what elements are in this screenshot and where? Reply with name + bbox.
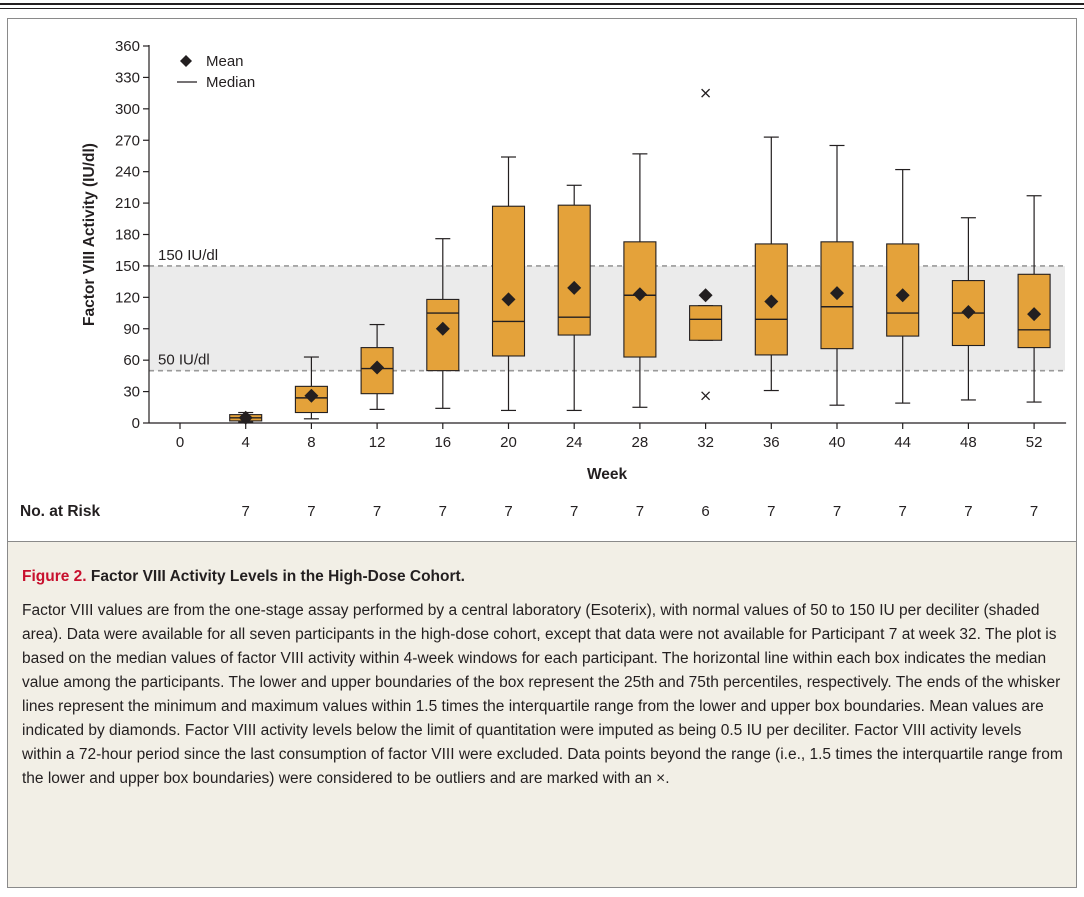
mean-diamond — [764, 294, 779, 309]
box-week-20 — [491, 156, 526, 412]
y-axis-title: Factor VIII Activity (IU/dl) — [81, 143, 98, 326]
at-risk-label: No. at Risk — [20, 503, 100, 520]
mean-diamond — [961, 304, 976, 319]
mean-diamond — [501, 292, 516, 307]
y-tick-label: 120 — [115, 289, 140, 306]
y-tick-label: 270 — [115, 132, 140, 149]
x-tick-label: 8 — [307, 434, 315, 451]
x-tick-label: 12 — [369, 434, 386, 451]
box-week-48 — [951, 217, 985, 401]
x-tick-label: 36 — [763, 434, 780, 451]
mean-diamond — [632, 287, 647, 302]
caption-title-line: Figure 2. Factor VIII Activity Levels in… — [22, 568, 465, 586]
mean-diamond — [370, 360, 385, 375]
mean-diamond — [698, 288, 713, 303]
x-tick-label: 52 — [1026, 434, 1043, 451]
outlier-x — [701, 391, 711, 401]
legend-mean-label: Mean — [206, 53, 244, 70]
figure-caption: Figure 2. Factor VIII Activity Levels in… — [8, 541, 1076, 887]
y-tick-label: 90 — [123, 321, 140, 338]
band-upper-label: 150 IU/dl — [158, 247, 218, 264]
iqr-box — [1017, 273, 1051, 349]
iqr-box — [689, 305, 723, 341]
at-risk-count: 7 — [636, 503, 644, 520]
box-week-24 — [557, 184, 591, 412]
y-tick-label: 30 — [123, 384, 140, 401]
y-tick-label: 60 — [123, 352, 140, 369]
y-tick-label: 330 — [115, 69, 140, 86]
reference-band — [149, 265, 1065, 371]
box-week-4 — [229, 410, 263, 425]
x-tick-label: 16 — [434, 434, 451, 451]
at-risk-count: 7 — [964, 503, 972, 520]
mean-diamond — [238, 410, 253, 425]
y-tick-label: 240 — [115, 164, 140, 181]
figure-frame: 150 IU/dl 50 IU/dl 0 30 60 90 120 150 180 210 240… — [7, 18, 1077, 888]
legend-median-label: Median — [206, 74, 255, 91]
x-tick-label: 4 — [242, 434, 250, 451]
y-tick-label: 360 — [115, 38, 140, 55]
box-week-40 — [820, 144, 854, 406]
at-risk-count: 7 — [899, 503, 907, 520]
caption-title: Factor VIII Activity Levels in the High-… — [90, 568, 465, 585]
caption-body: Factor VIII values are from the one-stag… — [22, 602, 1063, 787]
box-week-32 — [689, 88, 723, 401]
legend-mean-diamond — [180, 55, 192, 67]
at-risk-count: 7 — [767, 503, 775, 520]
x-tick-label: 48 — [960, 434, 977, 451]
outlier-x — [701, 88, 711, 98]
box-week-12 — [360, 323, 394, 410]
at-risk-count: 7 — [439, 503, 447, 520]
y-tick-label: 210 — [115, 195, 140, 212]
x-tick-label: 0 — [176, 434, 184, 451]
at-risk-count: 7 — [833, 503, 841, 520]
at-risk-count: 7 — [242, 503, 250, 520]
x-tick-label: 28 — [632, 434, 649, 451]
box-week-36 — [754, 136, 788, 392]
at-risk-count: 7 — [1030, 503, 1038, 520]
mean-diamond — [435, 321, 450, 336]
mean-diamond — [304, 388, 319, 403]
at-risk-count: 7 — [373, 503, 381, 520]
top-rule-thick — [0, 3, 1084, 5]
at-risk-count: 7 — [570, 503, 578, 520]
y-tick-label: 180 — [115, 227, 140, 244]
iqr-box — [491, 205, 526, 357]
mean-diamond — [895, 288, 910, 303]
x-tick-label: 40 — [829, 434, 846, 451]
band-lower-label: 50 IU/dl — [158, 352, 210, 369]
box-week-52 — [1017, 195, 1051, 403]
iqr-box — [886, 243, 920, 337]
mean-diamond — [567, 280, 582, 295]
box-week-28 — [623, 153, 657, 408]
y-tick-label: 300 — [115, 101, 140, 118]
x-tick-label: 24 — [566, 434, 583, 451]
y-tick-label: 0 — [132, 415, 140, 432]
x-tick-label: 32 — [697, 434, 714, 451]
chart-area: 150 IU/dl 50 IU/dl 0 30 60 90 120 150 180 210 240… — [8, 19, 1076, 539]
mean-diamond — [1027, 307, 1042, 322]
box-week-44 — [886, 168, 920, 404]
x-tick-label: 20 — [500, 434, 517, 451]
at-risk-count: 7 — [504, 503, 512, 520]
caption-figure-label: Figure 2. — [22, 568, 87, 585]
x-axis-title: Week — [587, 466, 628, 483]
box-week-16 — [426, 238, 460, 409]
at-risk-count: 7 — [307, 503, 315, 520]
iqr-box — [557, 204, 591, 336]
y-tick-label: 150 — [115, 258, 140, 275]
mean-diamond — [830, 286, 844, 301]
box-week-8 — [294, 356, 328, 420]
top-rule-thin — [0, 8, 1084, 9]
x-tick-label: 44 — [894, 434, 911, 451]
at-risk-count: 6 — [701, 503, 709, 520]
